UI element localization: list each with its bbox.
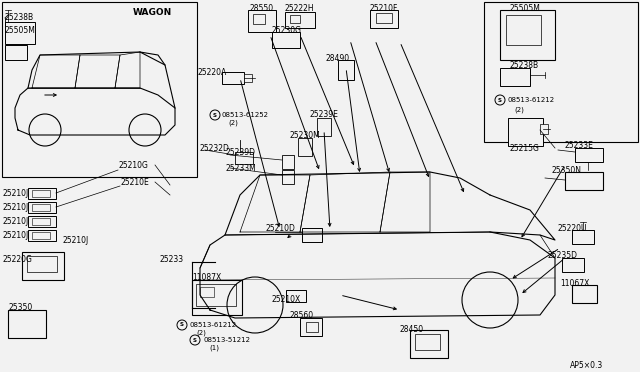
Bar: [196, 284, 236, 306]
Text: 25210J: 25210J: [2, 202, 28, 212]
Text: 25210F: 25210F: [370, 3, 398, 13]
Text: 08513-61212: 08513-61212: [508, 97, 555, 103]
Bar: [282, 155, 294, 169]
Bar: [410, 330, 448, 358]
Bar: [28, 230, 56, 241]
Text: S: S: [213, 112, 217, 118]
Bar: [306, 322, 318, 332]
Text: 25350: 25350: [8, 304, 32, 312]
Bar: [235, 152, 253, 164]
Text: 25210G: 25210G: [118, 160, 148, 170]
Bar: [540, 124, 548, 134]
Bar: [370, 10, 398, 28]
Bar: [302, 228, 322, 242]
Text: 25350N: 25350N: [552, 166, 582, 174]
Bar: [285, 12, 315, 28]
Bar: [286, 290, 306, 302]
Text: 25230M: 25230M: [290, 131, 321, 140]
Text: 25210J: 25210J: [62, 235, 88, 244]
Bar: [282, 170, 294, 184]
Text: 25505M: 25505M: [4, 26, 35, 35]
Text: 08513-61252: 08513-61252: [222, 112, 269, 118]
Text: 11087X: 11087X: [192, 273, 221, 282]
Text: 25210J: 25210J: [2, 217, 28, 225]
Bar: [572, 230, 594, 244]
Text: 25210E: 25210E: [120, 177, 148, 186]
Bar: [5, 22, 35, 44]
Bar: [317, 118, 331, 136]
Bar: [28, 216, 56, 227]
Text: 08513-61212: 08513-61212: [190, 322, 237, 328]
Text: 25215G: 25215G: [510, 144, 540, 153]
Text: 25235D: 25235D: [548, 251, 578, 260]
Bar: [27, 256, 57, 272]
Text: 25233: 25233: [160, 256, 184, 264]
Text: 25210J: 25210J: [2, 189, 28, 198]
Bar: [222, 72, 244, 84]
Text: (1): (1): [209, 345, 219, 351]
Bar: [415, 334, 440, 350]
Text: S: S: [180, 323, 184, 327]
Text: S: S: [193, 337, 197, 343]
Text: 25233M: 25233M: [225, 164, 256, 173]
Bar: [22, 252, 64, 280]
Text: 08513-51212: 08513-51212: [203, 337, 250, 343]
Text: 25505M: 25505M: [510, 3, 541, 13]
Bar: [5, 45, 27, 60]
Bar: [32, 232, 50, 239]
Bar: [8, 310, 46, 338]
Text: 25210D: 25210D: [266, 224, 296, 232]
Bar: [484, 2, 638, 142]
Bar: [28, 188, 56, 199]
Text: 25220U: 25220U: [558, 224, 588, 232]
Bar: [253, 14, 265, 24]
Text: S: S: [498, 97, 502, 103]
Text: 25232D: 25232D: [200, 144, 230, 153]
Text: 25220G: 25220G: [2, 256, 32, 264]
Text: 11067X: 11067X: [560, 279, 589, 288]
Bar: [575, 148, 603, 162]
Bar: [572, 285, 597, 303]
Text: 25210X: 25210X: [272, 295, 301, 305]
Bar: [290, 15, 300, 23]
Bar: [244, 74, 252, 82]
Bar: [298, 138, 312, 156]
Text: 28450: 28450: [400, 326, 424, 334]
Text: (2): (2): [196, 330, 206, 336]
Bar: [200, 287, 214, 297]
Text: 25238B: 25238B: [510, 61, 539, 70]
Bar: [32, 190, 50, 197]
Bar: [338, 60, 354, 80]
Bar: [32, 204, 50, 211]
Text: (2): (2): [228, 120, 238, 126]
Bar: [562, 258, 584, 272]
Text: (2): (2): [514, 107, 524, 113]
Text: AP5×0.3: AP5×0.3: [570, 360, 604, 369]
Bar: [272, 32, 300, 48]
Text: 25239E: 25239E: [310, 109, 339, 119]
Bar: [248, 10, 276, 32]
Bar: [565, 172, 603, 190]
Text: 25239D: 25239D: [225, 148, 255, 157]
Bar: [506, 15, 541, 45]
Bar: [28, 202, 56, 213]
Bar: [300, 318, 322, 336]
Text: 25222H: 25222H: [285, 3, 315, 13]
Text: 25230G: 25230G: [272, 26, 302, 35]
Bar: [2, 2, 197, 177]
Text: 28550: 28550: [250, 3, 274, 13]
Text: 25233E: 25233E: [565, 141, 594, 150]
Bar: [376, 13, 392, 23]
Text: 25210J: 25210J: [2, 231, 28, 240]
Bar: [32, 218, 50, 225]
Bar: [500, 10, 555, 60]
Bar: [508, 118, 543, 146]
Text: 28490: 28490: [326, 54, 350, 62]
Bar: [500, 68, 530, 86]
Text: 28560: 28560: [290, 311, 314, 321]
Text: 25220A: 25220A: [198, 67, 227, 77]
Text: WAGON: WAGON: [133, 7, 172, 16]
Bar: [192, 280, 242, 315]
Text: 25238B: 25238B: [4, 13, 33, 22]
